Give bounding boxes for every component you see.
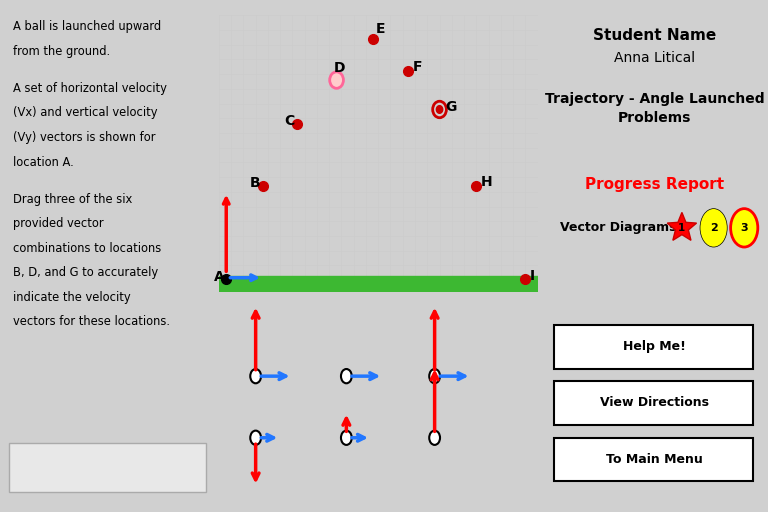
Text: 2: 2	[710, 223, 717, 233]
Text: from the ground.: from the ground.	[13, 45, 111, 58]
Text: H: H	[482, 175, 493, 188]
Text: Anna Litical: Anna Litical	[614, 51, 695, 65]
Text: B, D, and G to accurately: B, D, and G to accurately	[13, 266, 158, 279]
Circle shape	[429, 431, 440, 445]
Text: provided vector: provided vector	[13, 217, 104, 230]
Text: E: E	[376, 22, 386, 36]
Circle shape	[429, 369, 440, 383]
Text: A set of horizontal velocity: A set of horizontal velocity	[13, 82, 167, 95]
Text: location A.: location A.	[13, 156, 74, 168]
Text: C: C	[284, 114, 294, 128]
Text: Trajectory - Angle Launched
Problems: Trajectory - Angle Launched Problems	[545, 92, 764, 124]
Text: F: F	[412, 60, 422, 74]
Text: 3: 3	[740, 223, 748, 233]
Text: combinations to locations: combinations to locations	[13, 242, 161, 254]
Text: Vector Diagrams: Vector Diagrams	[560, 221, 676, 234]
Text: (Vx) and vertical velocity: (Vx) and vertical velocity	[13, 106, 157, 119]
Text: Student Name: Student Name	[593, 28, 717, 43]
FancyBboxPatch shape	[554, 438, 753, 481]
Text: Drag three of the six: Drag three of the six	[13, 193, 132, 205]
FancyBboxPatch shape	[8, 443, 206, 492]
Circle shape	[329, 72, 343, 88]
Text: G: G	[445, 99, 457, 114]
Text: I: I	[530, 269, 535, 283]
Polygon shape	[667, 212, 697, 240]
Text: To Main Menu: To Main Menu	[607, 453, 703, 466]
Text: View Directions: View Directions	[601, 396, 709, 410]
Text: A ball is launched upward: A ball is launched upward	[13, 20, 161, 33]
Text: 1: 1	[678, 223, 686, 233]
Text: vectors for these locations.: vectors for these locations.	[13, 315, 170, 328]
Circle shape	[436, 105, 442, 113]
Circle shape	[341, 431, 352, 445]
Text: A: A	[214, 270, 225, 284]
Ellipse shape	[730, 209, 758, 247]
FancyBboxPatch shape	[554, 325, 753, 369]
Circle shape	[250, 369, 261, 383]
Text: (Vy) vectors is shown for: (Vy) vectors is shown for	[13, 131, 156, 144]
Circle shape	[250, 431, 261, 445]
Text: Progress Report: Progress Report	[585, 177, 724, 191]
Circle shape	[341, 369, 352, 383]
Ellipse shape	[700, 209, 727, 247]
Text: Check Answer: Check Answer	[63, 460, 156, 474]
Text: B: B	[250, 176, 260, 190]
Text: indicate the velocity: indicate the velocity	[13, 291, 131, 304]
Bar	[219, 275, 538, 292]
Text: Help Me!: Help Me!	[624, 340, 686, 353]
Text: D: D	[334, 61, 346, 75]
FancyBboxPatch shape	[554, 381, 753, 425]
